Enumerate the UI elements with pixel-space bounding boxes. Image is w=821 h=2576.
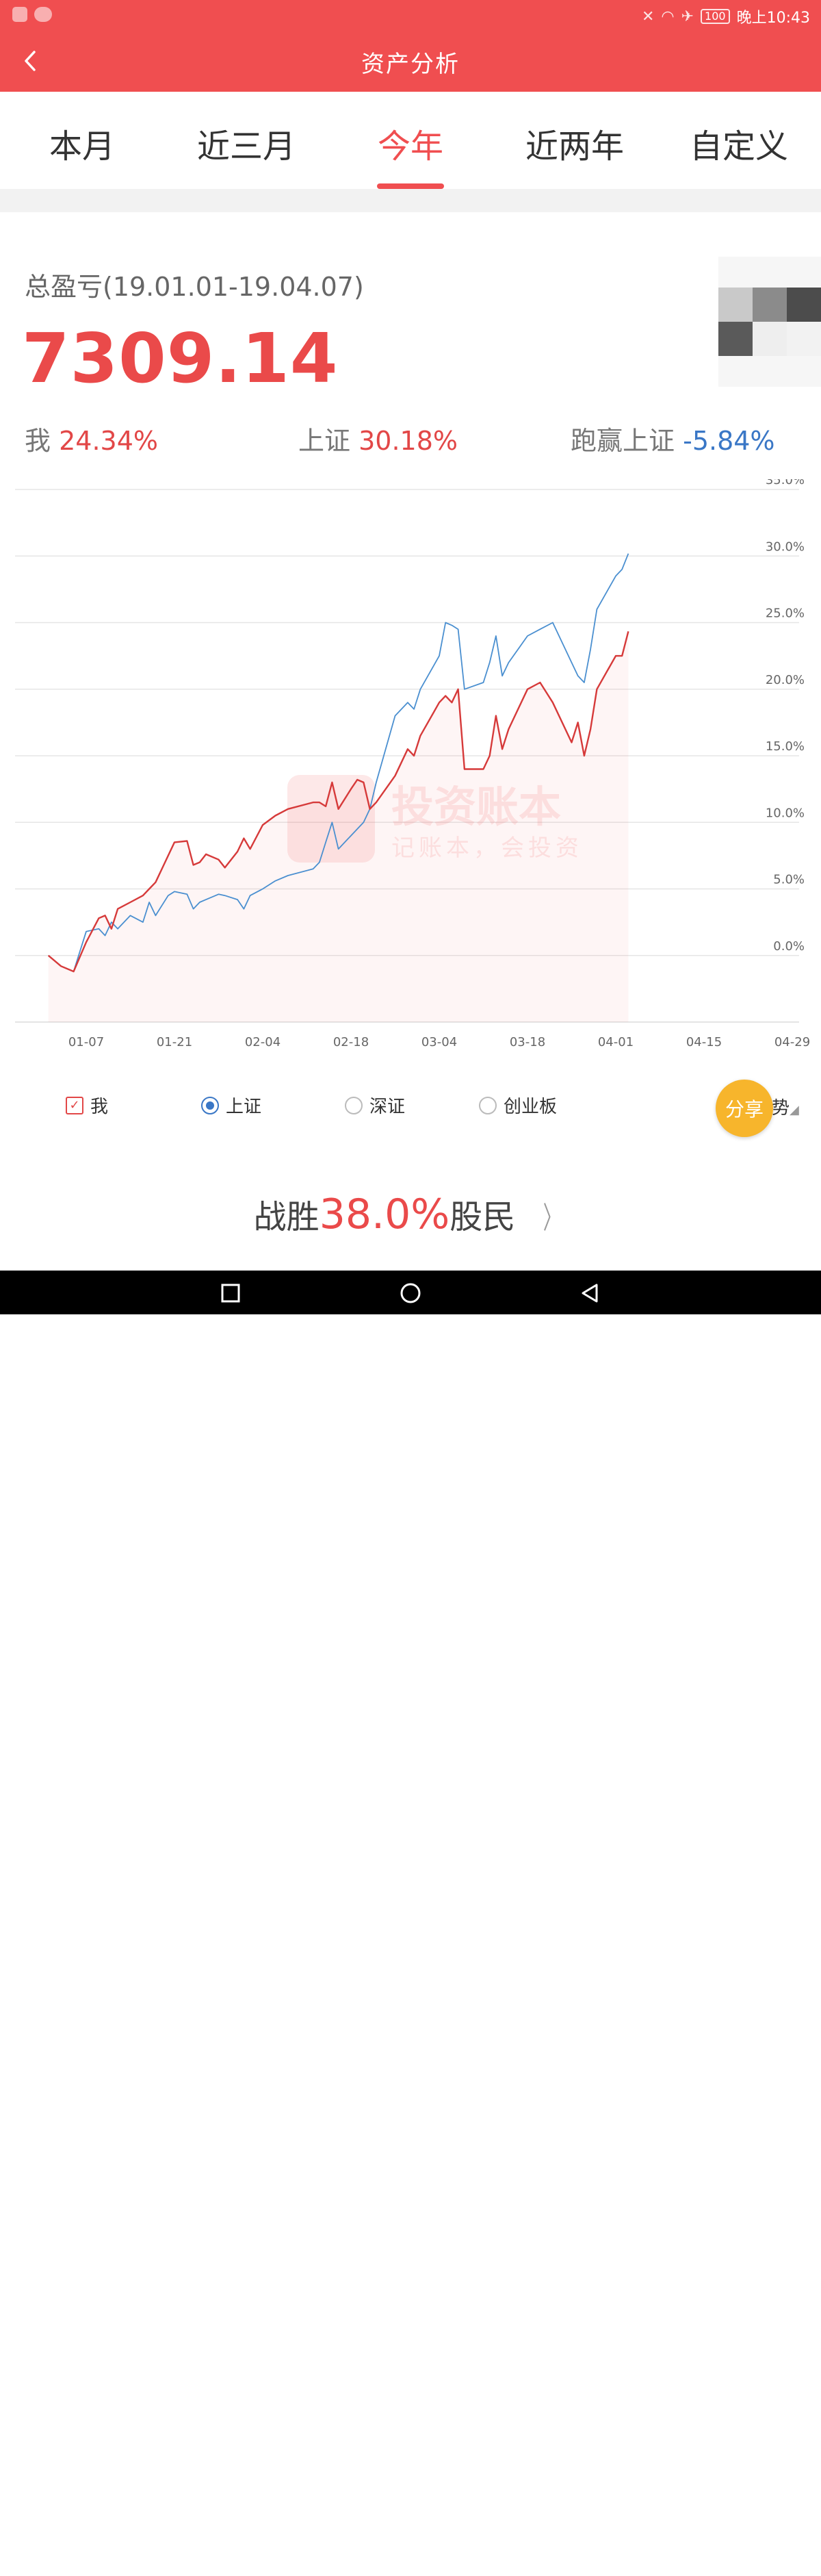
trend-label: 势 [772, 1098, 790, 1119]
stat-mine-value: 24.34% [59, 426, 159, 456]
series-mine-area [48, 631, 629, 1022]
status-bar: ✕ ◠ ✈ 100 晚上10:43 [0, 0, 821, 30]
status-indicators: ✕ ◠ ✈ 100 晚上10:43 [642, 5, 810, 27]
watermark-slogan: 记账本，会投资 [391, 834, 583, 862]
tab-indicator [377, 183, 444, 189]
stat-mine: 我 24.34% [25, 420, 158, 457]
y-tick-label: 10.0% [766, 806, 805, 820]
y-tick-label: 25.0% [766, 607, 805, 621]
legend-chinext[interactable]: 创业板 [479, 1093, 557, 1118]
series-mine-line [47, 631, 629, 973]
section-divider [0, 189, 821, 212]
y-tick-label: 0.0% [773, 939, 805, 954]
blurred-qr-image [718, 257, 821, 387]
chevron-right-icon: 〉 [543, 1201, 562, 1236]
total-profit-value: 7309.14 [22, 318, 339, 398]
x-tick-label: 04-15 [686, 1035, 722, 1049]
y-tick-label: 15.0% [766, 739, 805, 754]
chevron-left-icon [25, 51, 36, 71]
x-tick-label: 01-21 [157, 1035, 192, 1049]
y-tick-label: 20.0% [766, 673, 805, 687]
legend-chinext-label: 创业板 [504, 1097, 558, 1117]
battery-icon: 100 [701, 9, 730, 24]
status-time: 晚上10:43 [736, 10, 810, 27]
back-nav-icon[interactable] [579, 1281, 602, 1305]
airplane-icon: ✈ [681, 8, 694, 25]
share-button[interactable]: 分享 [716, 1080, 773, 1137]
notification-icons [12, 7, 52, 22]
tab-last-three-months[interactable]: 近三月 [196, 127, 296, 166]
stat-outperform-label: 跑赢上证 [571, 426, 675, 456]
stat-outperform-value: -5.84% [683, 426, 775, 456]
back-button[interactable] [12, 42, 49, 79]
tab-last-two-years[interactable]: 近两年 [525, 127, 624, 166]
watermark-logo [287, 775, 375, 863]
stat-sse-value: 30.18% [359, 426, 458, 456]
stat-sse-label: 上证 [298, 426, 351, 456]
legend-szse-label: 深证 [369, 1097, 406, 1117]
beat-suffix: 股民 [449, 1198, 516, 1236]
tab-this-year[interactable]: 今年 [377, 127, 443, 166]
system-nav-bar: 知乎 @木鱼 [0, 1271, 821, 2575]
y-tick-label: 5.0% [773, 873, 805, 887]
legend-sse[interactable]: 上证 [201, 1093, 261, 1118]
tab-this-month[interactable]: 本月 [49, 127, 115, 166]
trend-toggle[interactable]: 势◢ [772, 1094, 799, 1119]
beat-percentage: 38.0% [319, 1190, 450, 1238]
page-title: 资产分析 [361, 51, 460, 78]
x-tick-label: 02-18 [333, 1035, 369, 1049]
app-notification-icon [12, 7, 27, 22]
recent-apps-icon[interactable] [219, 1281, 242, 1305]
return-chart: 投资账本 记账本，会投资 0.0% 5.0% 10.0% 15.0% 20.0% 25.0% 3… [0, 473, 821, 1054]
legend-mine[interactable]: ✓ 我 [66, 1093, 108, 1118]
radio-selected-icon[interactable] [201, 1096, 219, 1114]
x-tick-label: 03-04 [421, 1035, 457, 1049]
y-tick-label: 35.0% [766, 479, 805, 487]
x-tick-label: 02-04 [245, 1035, 281, 1049]
beat-investors-row[interactable]: 战胜38.0%股民〉 [0, 1190, 821, 1238]
mute-icon: ✕ [641, 8, 655, 25]
checkbox-checked-icon[interactable]: ✓ [66, 1096, 83, 1114]
triangle-icon: ◢ [790, 1103, 799, 1117]
x-tick-label: 04-01 [598, 1035, 634, 1049]
radio-unselected-icon[interactable] [345, 1096, 363, 1114]
footer-watermark: 知乎 @木鱼 [677, 2548, 800, 2575]
legend-szse[interactable]: 深证 [345, 1093, 405, 1118]
cloud-icon [34, 7, 52, 22]
legend-sse-label: 上证 [226, 1097, 262, 1117]
stat-outperform: 跑赢上证 -5.84% [571, 420, 775, 457]
tab-custom[interactable]: 自定义 [689, 127, 788, 166]
stat-sse: 上证 30.18% [298, 420, 458, 457]
period-tabs: 本月 近三月 今年 近两年 自定义 [0, 92, 821, 189]
total-profit-label: 总盈亏(19.01.01-19.04.07) [25, 272, 364, 302]
app-bar: 资产分析 [0, 30, 821, 92]
y-tick-label: 30.0% [766, 539, 805, 554]
wifi-icon: ◠ [661, 8, 675, 25]
x-tick-label: 04-29 [774, 1035, 810, 1049]
radio-unselected-icon[interactable] [479, 1096, 497, 1114]
stat-mine-label: 我 [25, 426, 51, 456]
watermark-title: 投资账本 [391, 782, 561, 832]
series-sse-line [48, 553, 629, 972]
beat-prefix: 战胜 [253, 1198, 320, 1236]
home-icon[interactable] [399, 1281, 422, 1305]
x-tick-label: 01-07 [68, 1035, 104, 1049]
legend-mine-label: 我 [90, 1097, 109, 1117]
x-tick-label: 03-18 [510, 1035, 545, 1049]
